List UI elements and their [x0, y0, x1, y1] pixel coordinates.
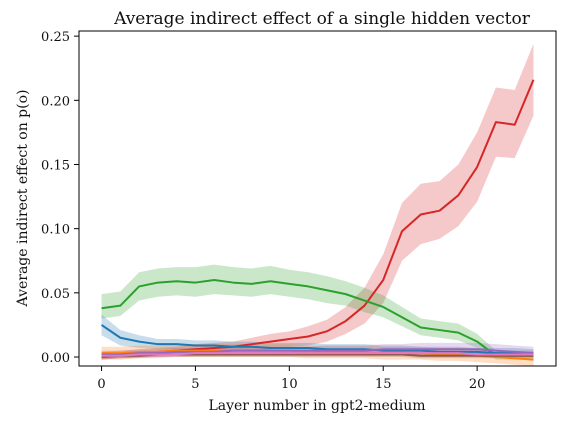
series-2-line [100, 324, 534, 355]
chart-title: Average indirect effect of a single hidd… [113, 9, 531, 29]
plot-frame [78, 30, 557, 367]
y-tick-label: 0.00 [41, 351, 70, 366]
y-axis-label: Average indirect effect on p(o) [15, 90, 31, 308]
series-0-confidence-band [101, 43, 534, 360]
series-3-line [101, 349, 534, 361]
axes: 0 5 10 15 20 0.00 0.05 0.10 0.15 0.20 0.25 [41, 30, 485, 392]
y-tick-label: 0.10 [41, 223, 70, 238]
series-1-confidence-band [101, 264, 534, 360]
y-tick-label: 0.25 [41, 30, 70, 45]
series-6-line [101, 352, 534, 357]
x-axis-label: Layer number in gpt2-medium [208, 398, 425, 414]
x-tick-label: 10 [281, 377, 298, 392]
x-tick-label: 0 [97, 377, 105, 392]
series-0-line [101, 79, 535, 357]
x-tick-label: 20 [469, 377, 486, 392]
y-tick-label: 0.05 [41, 287, 70, 302]
series-1-line [101, 279, 534, 357]
plot-area [100, 43, 535, 366]
series-4-line [101, 348, 534, 356]
x-tick-label: 5 [191, 377, 199, 392]
y-tick-label: 0.20 [41, 94, 70, 109]
x-tick-label: 15 [375, 377, 392, 392]
y-tick-label: 0.15 [41, 158, 70, 173]
